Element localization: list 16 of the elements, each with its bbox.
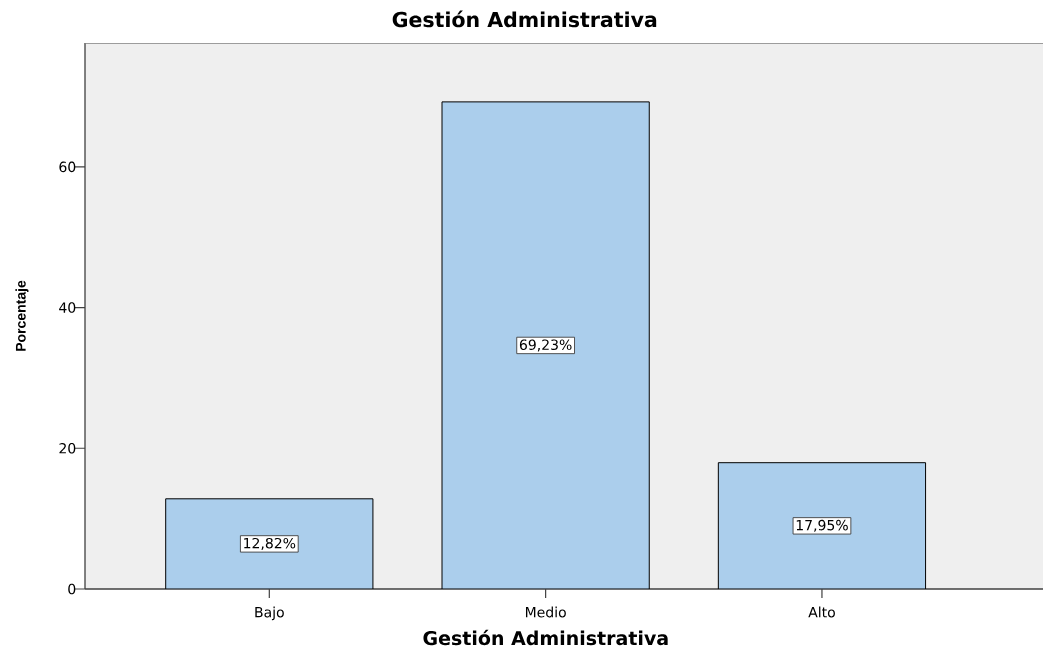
y-tick-label: 0: [68, 583, 76, 595]
data-label: 12,82%: [244, 537, 296, 550]
y-tick-label: 20: [59, 442, 76, 454]
x-tick-label: Bajo: [255, 606, 284, 621]
data-label: 69,23%: [519, 339, 572, 352]
y-axis-title: Porcentaje: [15, 280, 29, 351]
bar: [717, 462, 927, 589]
bar: [165, 498, 374, 589]
data-label: 17,95%: [796, 519, 848, 532]
chart-title: Gestión Administrativa: [392, 10, 657, 28]
x-axis-title: Gestión Administrativa: [423, 629, 668, 646]
x-tick-label: Alto: [808, 606, 835, 618]
y-tick-label: 60: [59, 161, 76, 173]
y-tick-label: 40: [59, 302, 76, 313]
x-tick-label: Medio: [525, 606, 566, 618]
bar: [441, 101, 650, 589]
